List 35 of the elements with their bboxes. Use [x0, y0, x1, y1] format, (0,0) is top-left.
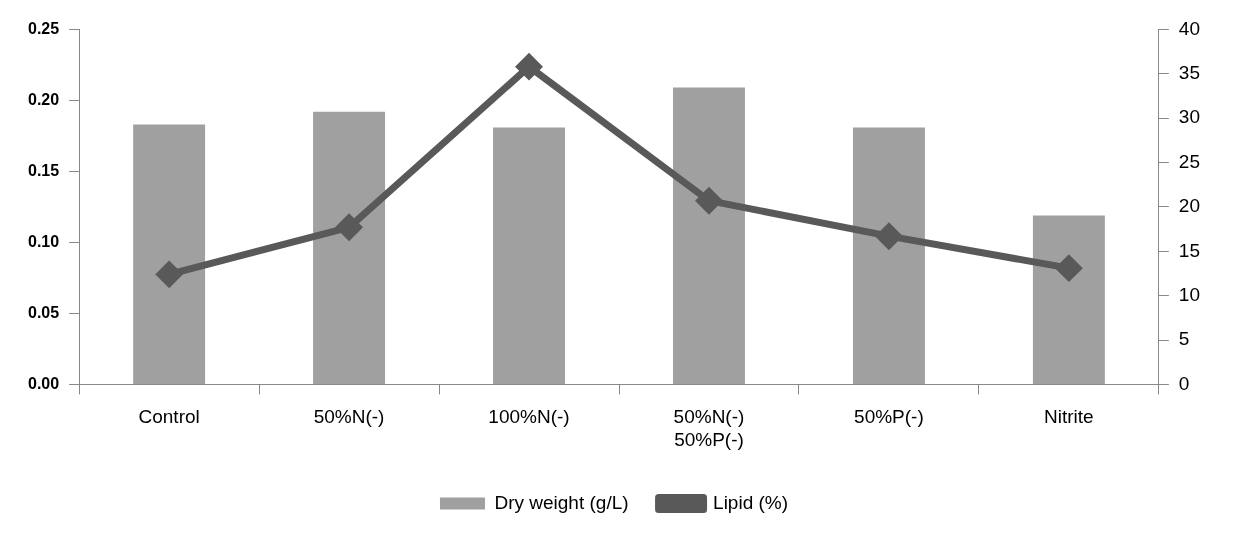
bar — [493, 127, 566, 384]
x-tick-label: Control — [138, 406, 200, 428]
y-tick-label: 0.10 — [28, 232, 60, 250]
point — [876, 223, 902, 249]
y2-tick-label: 20 — [1178, 195, 1201, 217]
x-tick-label: 50%P(-) — [854, 406, 924, 428]
y-tick-label: 0.25 — [28, 19, 60, 37]
x-tick-label: 50%N(-) — [313, 406, 385, 428]
point — [336, 214, 362, 240]
bar — [313, 111, 386, 384]
point — [1056, 255, 1082, 281]
x-tick-label: Nitrite — [1044, 406, 1094, 428]
y2-tick-label: 15 — [1178, 239, 1201, 261]
bar — [852, 127, 925, 384]
bar — [133, 124, 206, 384]
x-tick-label: 100%N(-) — [488, 406, 570, 428]
y-tick-label: 0.15 — [28, 161, 60, 179]
y2-tick-label: 10 — [1178, 283, 1201, 305]
point — [516, 54, 542, 80]
y2-tick-label: 25 — [1178, 150, 1201, 172]
y2-tick-label: 40 — [1178, 17, 1201, 39]
x-tick-label: 50%N(-) 50%P(-) — [673, 406, 745, 450]
y-tick-label: 0.00 — [28, 374, 60, 392]
y2-tick-label: 5 — [1178, 328, 1190, 350]
y-tick-label: 0.05 — [28, 303, 60, 321]
y2-tick-label: 0 — [1178, 372, 1190, 394]
legend-label: Dry weight (g/L) — [494, 491, 629, 513]
point — [156, 261, 182, 287]
legend-label: Lipid (%) — [713, 491, 789, 513]
y2-tick-label: 35 — [1178, 62, 1201, 84]
y-tick-label: 0.20 — [28, 90, 60, 108]
y2-tick-label: 30 — [1178, 106, 1201, 128]
bar — [1032, 215, 1105, 384]
point — [696, 188, 722, 214]
bar — [672, 87, 745, 384]
